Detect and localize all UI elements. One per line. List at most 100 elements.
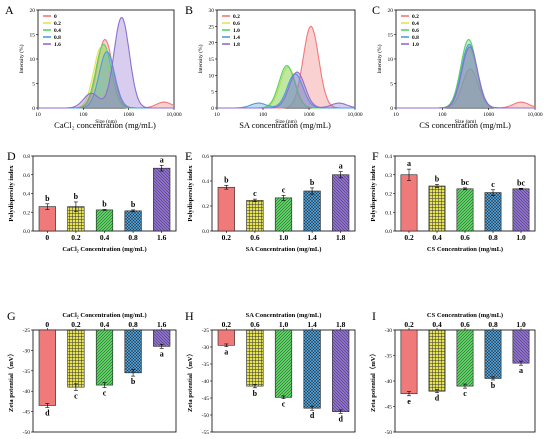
y-tick-label: -50: [385, 430, 393, 436]
y-tick-label: -40: [23, 389, 31, 395]
bar-0.2: [400, 329, 418, 395]
x-tick-label: 1000: [123, 112, 134, 118]
significance-letter: d: [310, 411, 315, 420]
panel-letter-h: H: [185, 309, 194, 323]
y-tick-label: 0: [32, 106, 35, 112]
subtitle-c: CS concentration (mg/mL): [419, 120, 511, 130]
y-tick-label: 0.8: [23, 154, 30, 160]
x-tick-label: 1.6: [157, 233, 167, 242]
x-tick-label: 1.8: [336, 233, 346, 242]
legend-label-0.4: 0.4: [54, 28, 61, 34]
significance-letter: bc: [517, 178, 525, 187]
y-tick-label: -40: [385, 379, 393, 385]
panel-letter-a: A: [5, 3, 14, 17]
x-tick-label: 1.8: [336, 320, 346, 329]
significance-letter: b: [74, 192, 79, 201]
y-tick-label: -35: [23, 369, 31, 375]
y-tick-label: 0.0: [23, 229, 30, 235]
bar-1.6: [153, 329, 171, 347]
bar-1.0: [512, 188, 530, 232]
legend-label-0.2: 0.2: [233, 14, 240, 20]
series-band-0.8: [38, 51, 174, 108]
significance-letter: c: [253, 189, 257, 198]
y-tick-label: 0.3: [385, 173, 392, 179]
legend-label-0.6: 0.6: [412, 28, 419, 34]
panel-f-pdi: a 0.2 b 0.4 bc 0.6 c 0.8 bc 1.0 0.0 0.1 0.2 0.3 0.4 CS …: [370, 154, 536, 253]
panel-d-pdi: b 0 b 0.2 b 0.4 b 0.8 a 1.6 0.0 0.2 0.4 0.6 0.8 CaCl₂ C…: [8, 154, 177, 253]
legend: 0.20.61.01.41.8: [222, 14, 240, 48]
x-tick-label: 100: [79, 112, 88, 118]
y-tick-label: 0.4: [23, 192, 30, 198]
bar-0.8: [124, 329, 142, 374]
panel-a-size-distribution: 10 100 1000 10,000 0 5 10 15 20 Size (nm) Intensit…: [18, 8, 182, 125]
x-tick-label: 0: [45, 320, 49, 329]
y-tick-label: -35: [385, 354, 393, 360]
y-axis-label: Polydispersity index: [187, 165, 194, 222]
panel-letter-g: G: [7, 309, 16, 323]
y-tick-label: 25: [209, 24, 215, 30]
y-tick-label: 0.2: [23, 210, 30, 216]
series-band-0: [38, 39, 174, 108]
x-tick-label: 10,000: [527, 112, 542, 118]
significance-letter: c: [74, 391, 78, 400]
x-tick-label: 0.6: [460, 320, 470, 329]
significance-letter: e: [407, 397, 411, 406]
y-tick-label: -45: [202, 396, 210, 402]
significance-letter: a: [519, 366, 523, 375]
legend-label-0.4: 0.4: [412, 21, 419, 27]
series-band-0.6: [396, 39, 535, 108]
bar-0: [38, 329, 56, 406]
x-tick-label: 10: [393, 112, 399, 118]
y-tick-label: -25: [23, 328, 31, 334]
x-tick-label: 1.0: [279, 320, 289, 329]
bar-1.6: [153, 167, 171, 232]
x-tick-label: 0.6: [250, 233, 260, 242]
x-tick-label: 0.2: [222, 320, 232, 329]
significance-letter: c: [491, 180, 495, 189]
bar-1.8: [332, 174, 350, 232]
x-tick-label: 1.0: [279, 233, 289, 242]
x-tick-label: 0.2: [71, 233, 81, 242]
legend-label-1.6: 1.6: [54, 42, 61, 48]
y-tick-label: 15: [30, 33, 36, 39]
panel-letter-f: F: [372, 149, 379, 163]
y-axis-label: Polydispersity index: [8, 165, 15, 222]
x-axis-title: SA Concentration (mg/mL): [246, 312, 322, 319]
bar-0.4: [95, 209, 114, 232]
y-axis-label: Intensity (%): [376, 44, 383, 73]
bar-0.8: [484, 329, 502, 379]
legend-label-0.8: 0.8: [54, 35, 61, 41]
series-band-1.8: [217, 72, 355, 108]
y-tick-label: 0: [211, 106, 214, 112]
significance-letter: c: [282, 400, 286, 409]
series-band-0.4: [38, 44, 174, 108]
x-axis-label: CS Concentration (mg/mL): [427, 246, 503, 253]
x-axis-label: CaCl₂ Concentration (mg/mL): [62, 246, 146, 253]
y-tick-label: 0: [390, 106, 393, 112]
bar-0.4: [428, 329, 446, 392]
y-axis-label: Zeta potential（mV）: [186, 350, 194, 412]
series-line-1.8: [217, 71, 356, 109]
x-tick-label: 100: [438, 112, 447, 118]
bar-0.8: [484, 192, 502, 232]
y-tick-label: 15: [209, 57, 215, 63]
x-tick-label: 1000: [304, 112, 315, 118]
bar-1.4: [303, 190, 321, 232]
bar-0.6: [246, 329, 264, 387]
x-tick-label: 1.6: [157, 320, 167, 329]
y-tick-label: 0.6: [202, 154, 209, 160]
subtitle-b: SA concentration (mg/mL): [239, 120, 331, 130]
significance-letter: d: [338, 414, 343, 423]
y-tick-label: -45: [385, 405, 393, 411]
x-tick-label: 10: [214, 112, 220, 118]
series-band-0.6: [217, 67, 355, 108]
significance-letter: a: [160, 349, 164, 358]
x-tick-label: 0.8: [128, 233, 138, 242]
bar-0.2: [217, 329, 235, 346]
y-tick-label: 5: [390, 82, 393, 88]
bar-0.4: [95, 329, 114, 386]
x-tick-label: 0.2: [404, 233, 414, 242]
x-tick-label: 0.4: [100, 233, 110, 242]
panel-letter-i: I: [372, 309, 376, 323]
